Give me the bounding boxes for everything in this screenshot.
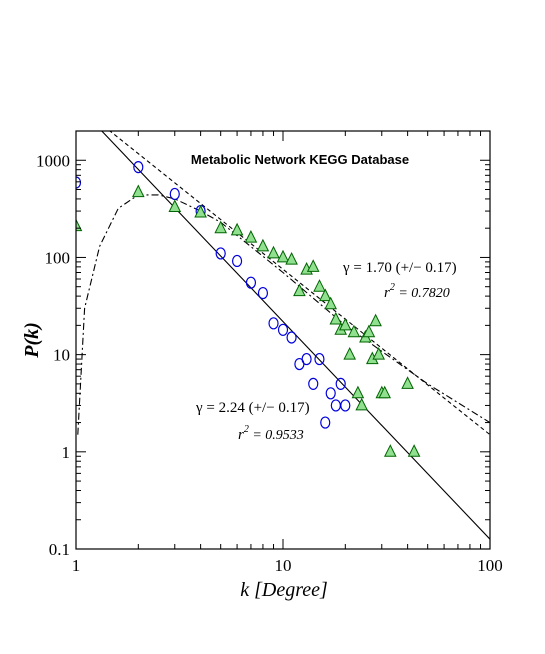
x-axis-title: k [Degree] — [240, 579, 328, 601]
triangle-point — [372, 346, 386, 360]
triangle-point — [267, 245, 280, 259]
triangle-point — [131, 184, 145, 198]
gamma-annotation-1: γ = 1.70 (+/− 0.17) — [342, 260, 457, 276]
circle-point — [325, 387, 336, 400]
r2-annotation-2: r2 = 0.9533 — [238, 424, 304, 443]
gamma-annotation-2: γ = 2.24 (+/− 0.17) — [195, 400, 310, 416]
triangle-point — [407, 444, 421, 457]
triangle-point — [401, 376, 414, 389]
triangle-point — [324, 296, 338, 310]
r2-annotation-1: r2 = 0.7820 — [384, 282, 450, 301]
y-tick-label: 100 — [45, 248, 71, 267]
circle-point — [76, 176, 82, 189]
circle-point — [320, 416, 331, 429]
triangle-point — [285, 251, 298, 265]
chart-title: Metabolic Network KEGG Database — [191, 152, 409, 167]
circle-point — [308, 377, 319, 390]
triangle-point — [369, 313, 382, 327]
triangle-point — [343, 346, 357, 360]
triangle-point — [318, 288, 332, 302]
y-tick-label: 0.1 — [49, 540, 70, 559]
triangle-point — [168, 199, 182, 212]
y-tick-label: 1000 — [36, 151, 70, 170]
triangle-point — [306, 259, 320, 272]
circle-point — [335, 377, 346, 390]
triangle-point — [378, 385, 392, 399]
triangle-point — [351, 385, 365, 399]
triangle-point — [293, 283, 306, 297]
fit-lines — [77, 131, 490, 540]
circle-point — [268, 317, 279, 330]
data-points — [76, 161, 421, 457]
circle-point — [340, 399, 351, 412]
circle-point — [133, 161, 144, 174]
x-tick-label: 100 — [477, 556, 503, 575]
circle-point — [215, 247, 226, 260]
circle-point — [257, 286, 269, 300]
triangle-point — [383, 444, 397, 457]
triangle-point — [347, 324, 361, 338]
circle-point — [330, 399, 341, 412]
fit-line-dashdot — [77, 194, 490, 435]
triangle-point — [338, 317, 352, 331]
triangle-point — [256, 238, 270, 252]
triangle-point — [355, 397, 369, 411]
circle-point — [286, 331, 297, 344]
triangle-point — [214, 220, 228, 234]
circle-point — [314, 352, 325, 366]
y-tick-label: 1 — [62, 443, 71, 462]
triangle-point — [230, 222, 244, 236]
circle-point — [301, 352, 312, 366]
circle-point — [169, 187, 180, 201]
x-tick-label: 10 — [275, 556, 292, 575]
x-tick-label: 1 — [72, 556, 81, 575]
circle-point — [277, 323, 289, 336]
triangle-point — [313, 279, 326, 292]
circle-point — [245, 276, 257, 289]
triangle-point — [194, 204, 207, 218]
fit-line-solid — [101, 131, 490, 540]
circle-point — [231, 254, 243, 268]
triangle-point — [329, 311, 343, 325]
triangle-point — [362, 324, 376, 338]
triangle-point — [244, 229, 258, 243]
y-axis-title: P(k) — [21, 322, 43, 359]
triangle-point — [276, 249, 290, 263]
y-tick-label: 10 — [53, 346, 70, 365]
